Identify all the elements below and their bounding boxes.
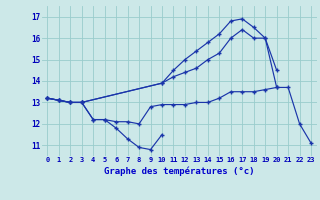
X-axis label: Graphe des températures (°c): Graphe des températures (°c) — [104, 166, 254, 176]
